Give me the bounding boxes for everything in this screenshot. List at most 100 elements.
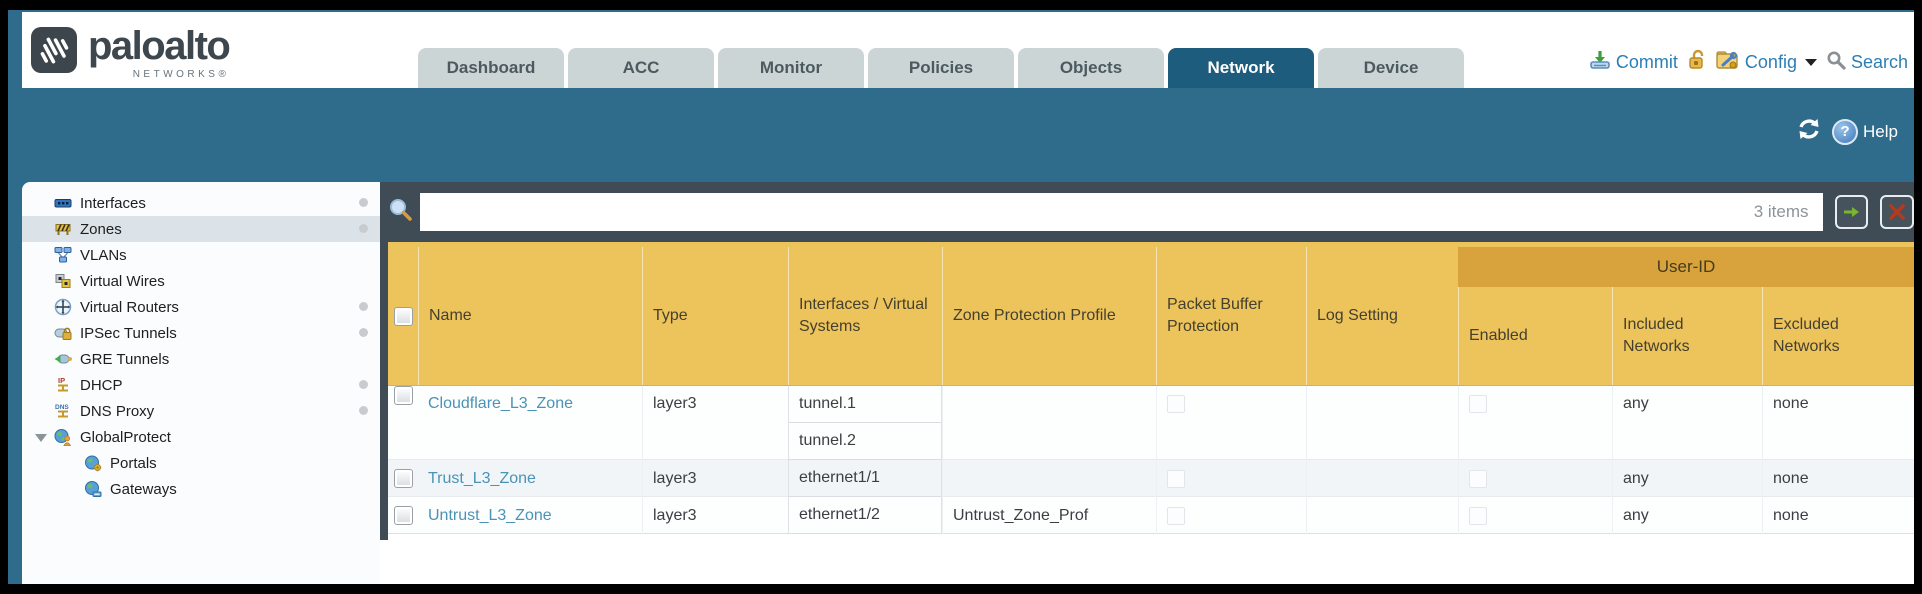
interface-entry[interactable]: tunnel.1: [789, 386, 941, 423]
packet-buffer-protection-cell: [1156, 497, 1306, 534]
row-select-cell: [388, 386, 418, 460]
tab-device[interactable]: Device: [1318, 48, 1464, 88]
dhcp-icon: IP: [58, 376, 68, 392]
commit-button[interactable]: Commit: [1589, 49, 1678, 76]
sidebar-item-interfaces[interactable]: Interfaces: [22, 190, 380, 216]
header-actions: Commit: [1589, 49, 1908, 76]
select-all-checkbox[interactable]: [393, 306, 413, 326]
excluded-networks-cell: none: [1762, 386, 1914, 460]
help-button[interactable]: ? Help: [1832, 118, 1898, 145]
paloalto-logo: paloalto NETWORKS®: [30, 24, 231, 80]
zone-type-cell: layer3: [642, 386, 788, 460]
column-header-packet-buffer-protection[interactable]: Packet Buffer Protection: [1156, 247, 1306, 385]
item-dot: [359, 198, 368, 207]
zone-interfaces-cell: ethernet1/2: [788, 497, 942, 534]
row-checkbox[interactable]: [393, 386, 413, 405]
row-checkbox[interactable]: [393, 506, 413, 525]
item-dot: [359, 380, 368, 389]
tab-acc[interactable]: ACC: [568, 48, 714, 88]
column-header-included-networks[interactable]: Included Networks: [1612, 287, 1762, 385]
column-header-interfaces[interactable]: Interfaces / Virtual Systems: [788, 247, 942, 385]
sidebar-item-ipsec-tunnels[interactable]: IPSec Tunnels: [22, 320, 380, 346]
log-setting-cell: [1306, 386, 1458, 460]
tab-monitor[interactable]: Monitor: [718, 48, 864, 88]
gre-tunnels-icon: [54, 354, 72, 364]
column-header-excluded-networks[interactable]: Excluded Networks: [1762, 287, 1914, 385]
sidebar-item-virtual-routers[interactable]: Virtual Routers: [22, 294, 380, 320]
caret-down-icon: [1804, 59, 1817, 66]
band-actions: ? Help: [1796, 116, 1898, 147]
column-header-type[interactable]: Type: [642, 247, 788, 385]
user-id-enabled-cell: [1458, 386, 1612, 460]
packet-buffer-checkbox[interactable]: [1167, 469, 1185, 488]
filter-input[interactable]: 3 items: [420, 193, 1823, 231]
interface-entry[interactable]: tunnel.2: [789, 423, 941, 460]
tab-dashboard[interactable]: Dashboard: [418, 48, 564, 88]
tab-network[interactable]: Network: [1168, 48, 1314, 88]
sidebar-item-gateways[interactable]: Gateways: [22, 476, 380, 502]
tab-objects[interactable]: Objects: [1018, 48, 1164, 88]
network-sidebar: Interfaces Zones VLANs: [22, 182, 380, 584]
table-row: Cloudflare_L3_Zone layer3 tunnel.1 tunne…: [388, 386, 1914, 460]
search-button[interactable]: Search: [1826, 50, 1908, 75]
column-header-zone-protection-profile[interactable]: Zone Protection Profile: [942, 247, 1156, 385]
interface-entry[interactable]: ethernet1/2: [789, 497, 941, 534]
column-header-log-setting[interactable]: Log Setting: [1306, 247, 1458, 385]
interface-entry[interactable]: ethernet1/1: [789, 460, 941, 497]
table-row: Trust_L3_Zone layer3 ethernet1/1 any non…: [388, 459, 1914, 497]
sidebar-item-virtual-wires[interactable]: Virtual Wires: [22, 268, 380, 294]
globalprotect-icon: [54, 429, 72, 446]
item-dot: [359, 224, 368, 233]
svg-text:DNS: DNS: [55, 404, 69, 411]
main-tab-bar: Dashboard ACC Monitor Policies Objects N…: [418, 48, 1464, 88]
user-id-enabled-checkbox[interactable]: [1469, 395, 1487, 413]
zone-name-cell: Untrust_L3_Zone: [418, 497, 642, 534]
packet-buffer-protection-cell: [1156, 386, 1306, 460]
sidebar-item-portals[interactable]: Portals: [22, 450, 380, 476]
log-setting-cell: [1306, 497, 1458, 534]
zone-name-link[interactable]: Untrust_L3_Zone: [428, 506, 552, 524]
app-frame: paloalto NETWORKS® Dashboard ACC Monitor…: [8, 10, 1914, 584]
filter-toolbar: 3 items: [380, 182, 1914, 242]
user-id-enabled-checkbox[interactable]: [1469, 506, 1487, 525]
excluded-networks-cell: none: [1762, 497, 1914, 534]
sidebar-item-dhcp[interactable]: IP DHCP: [22, 372, 380, 398]
zone-name-link[interactable]: Trust_L3_Zone: [428, 469, 536, 487]
apply-filter-button[interactable]: [1834, 195, 1869, 229]
sidebar-item-gre-tunnels[interactable]: GRE Tunnels: [22, 346, 380, 372]
portals-icon: [85, 455, 102, 472]
packet-buffer-checkbox[interactable]: [1167, 506, 1185, 525]
row-checkbox[interactable]: [393, 469, 413, 488]
excluded-networks-cell: none: [1762, 460, 1914, 497]
item-dot: [359, 328, 368, 337]
sidebar-item-vlans[interactable]: VLANs: [22, 242, 380, 268]
packet-buffer-protection-cell: [1156, 460, 1306, 497]
column-header-enabled[interactable]: Enabled: [1458, 287, 1612, 385]
go-arrow-icon: [1844, 207, 1860, 217]
packet-buffer-checkbox[interactable]: [1167, 395, 1185, 413]
logo-wordmark: paloalto: [88, 24, 231, 68]
zone-name-cell: Trust_L3_Zone: [418, 460, 642, 497]
config-menu-button[interactable]: Config: [1716, 49, 1817, 76]
zone-name-link[interactable]: Cloudflare_L3_Zone: [428, 395, 573, 412]
refresh-icon[interactable]: [1796, 116, 1822, 147]
gateways-icon: [85, 481, 102, 497]
user-id-enabled-checkbox[interactable]: [1469, 469, 1487, 488]
help-icon: ?: [1832, 118, 1859, 145]
ipsec-tunnels-icon: [54, 327, 72, 340]
tab-policies[interactable]: Policies: [868, 48, 1014, 88]
main-content: 3 items User-ID Name: [380, 182, 1914, 584]
user-id-enabled-cell: [1458, 497, 1612, 534]
sidebar-item-globalprotect[interactable]: GlobalProtect: [22, 424, 380, 450]
item-dot: [359, 302, 368, 311]
clear-filter-button[interactable]: [1880, 195, 1914, 229]
lock-button[interactable]: [1687, 49, 1707, 76]
sidebar-item-dns-proxy[interactable]: DNS DNS Proxy: [22, 398, 380, 424]
log-setting-cell: [1306, 460, 1458, 497]
expander-icon[interactable]: [35, 434, 47, 442]
zone-protection-profile-cell: [942, 386, 1156, 460]
sidebar-item-zones[interactable]: Zones: [22, 216, 380, 242]
table-row: Untrust_L3_Zone layer3 ethernet1/2 Untru…: [388, 496, 1914, 534]
column-header-name[interactable]: Name: [418, 247, 642, 385]
zones-table: User-ID Name Type Interfaces / Virtual S…: [388, 242, 1914, 534]
